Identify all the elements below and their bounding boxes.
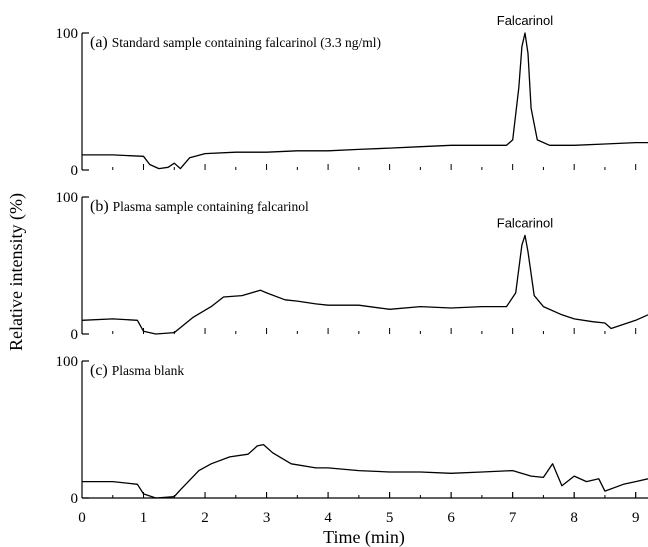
x-axis-tick-label: 2: [201, 510, 209, 526]
panel-1-label: (a) Standard sample containing falcarino…: [90, 34, 381, 51]
panel-3: 0 100 (c) Plasma blank: [56, 354, 648, 507]
panel-2-y-tick-label: 100: [56, 190, 79, 206]
x-axis-tick-label: 3: [263, 510, 271, 526]
x-axis-tick-label: 9: [632, 510, 640, 526]
panel-1-trace: [82, 32, 648, 170]
panel-1-y-tick-label: 0: [71, 163, 79, 179]
panel-tag: (c): [90, 362, 112, 379]
panel-description: Standard sample containing falcarinol (3…: [112, 35, 381, 50]
panel-tag: (a): [90, 34, 112, 51]
panel-2-label: (b) Plasma sample containing falcarinol: [90, 198, 309, 215]
panel-1: 0 100 (a) Standard sample containing falca…: [56, 13, 648, 179]
x-axis-tick-label: 6: [447, 510, 455, 526]
panel-3-trace: [82, 443, 648, 499]
panel-3-label: (c) Plasma blank: [90, 362, 184, 379]
panel-tag: (b): [90, 198, 113, 215]
panel-1-peak-annotation: Falcarinol: [497, 13, 553, 28]
panels-group: 0 100 (a) Standard sample containing falca…: [56, 13, 648, 507]
panel-2-peak-annotation: Falcarinol: [497, 215, 553, 230]
x-axis-tick-label: 5: [386, 510, 394, 526]
x-axis-tick-label: 0: [78, 510, 86, 526]
panel-2: 0 100 (b) Plasma sample containing falcari…: [56, 190, 648, 343]
panel-3-y-tick-label: 0: [71, 491, 79, 507]
y-axis-title: Relative intensity (%): [6, 193, 27, 351]
x-axis-tick-label: 7: [509, 510, 517, 526]
panel-2-trace: [81, 234, 648, 335]
panel-1-y-tick-label: 100: [56, 26, 79, 42]
x-axis-title: Time (min): [323, 527, 405, 547]
x-axis: 0 1 2 3 4 5 6 7 8 9: [78, 492, 648, 526]
x-axis-tick-label: 1: [140, 510, 148, 526]
panel-2-y-tick-label: 0: [71, 327, 79, 343]
panel-description: Plasma sample containing falcarinol: [113, 199, 309, 214]
panel-3-y-tick-label: 100: [56, 354, 79, 370]
x-axis-tick-label: 4: [324, 510, 332, 526]
x-axis-tick-label: 8: [570, 510, 578, 526]
panel-description: Plasma blank: [112, 363, 185, 378]
